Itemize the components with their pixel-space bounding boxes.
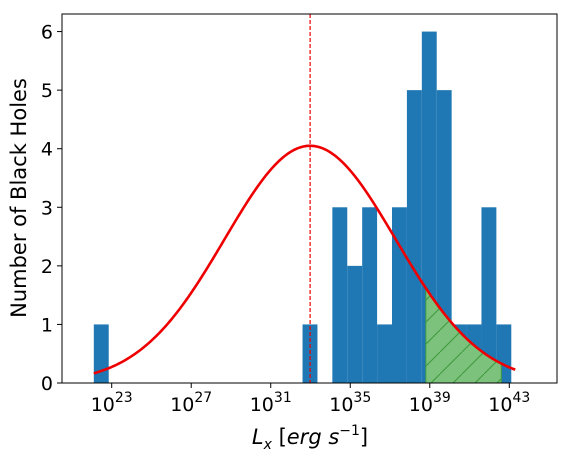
histogram-bar <box>362 207 378 383</box>
x-axis-label-unit: erg s <box>287 425 340 449</box>
histogram-bars <box>93 31 512 383</box>
histogram-bar <box>481 207 497 383</box>
y-tick-label: 3 <box>41 197 53 219</box>
x-axis-label-open: [ <box>272 425 287 449</box>
histogram-bar <box>377 324 392 383</box>
histogram-bar <box>93 324 109 383</box>
y-axis: 0 1 2 3 4 5 6 <box>41 22 62 395</box>
y-tick-label: 1 <box>41 314 53 336</box>
x-tick-label: 1039 <box>409 390 451 416</box>
histogram-bar <box>332 207 348 383</box>
x-tick-label: 1023 <box>91 390 133 416</box>
y-tick-label: 0 <box>41 373 53 395</box>
gaussian-fit-group <box>93 144 516 375</box>
y-tick-label: 6 <box>41 22 53 44</box>
plot-frame <box>61 13 558 384</box>
x-axis: 1023 1027 1031 1035 1039 1043 <box>91 383 530 416</box>
x-axis-label: Lx [erg s−1] <box>252 423 368 453</box>
y-axis-label: Number of Black Holes <box>7 78 31 318</box>
x-tick-label: 1031 <box>250 390 292 416</box>
y-tick-label: 2 <box>41 256 53 278</box>
histogram-bar <box>347 265 363 383</box>
x-tick-label: 1035 <box>329 390 371 416</box>
y-tick-label: 4 <box>41 139 53 161</box>
x-axis-label-var: L <box>252 425 264 449</box>
x-tick-label: 1043 <box>488 390 530 416</box>
gaussian-fit-curve <box>93 144 516 375</box>
x-axis-label-unit-exp: −1 <box>339 423 360 439</box>
histogram-bar <box>392 207 407 383</box>
x-axis-label-close: ] <box>360 425 368 449</box>
x-axis-label-sub: x <box>263 437 273 453</box>
x-tick-label: 1027 <box>170 390 212 416</box>
y-tick-label: 5 <box>41 80 53 102</box>
histogram-bar <box>406 90 422 383</box>
